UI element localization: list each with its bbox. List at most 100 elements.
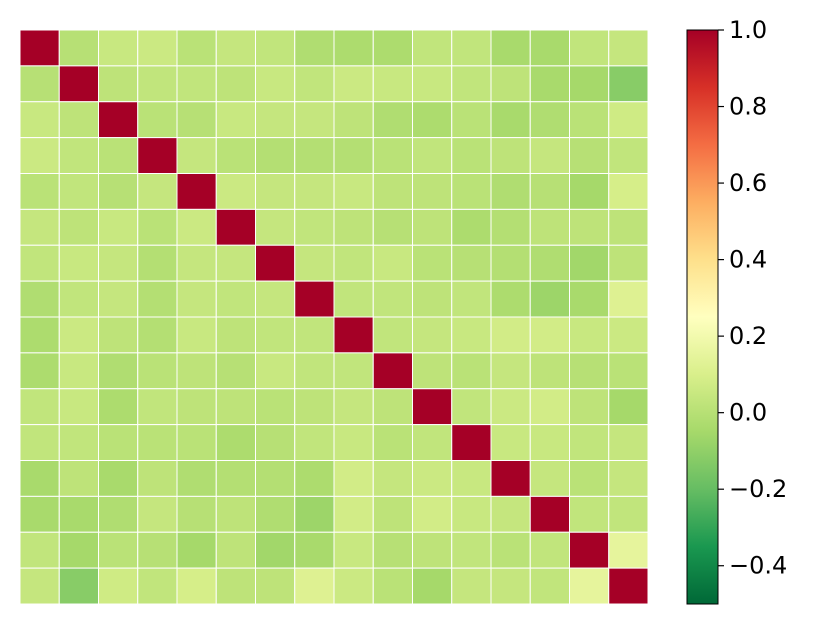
heatmap-cell-r5-c11 [451,208,492,246]
heatmap-cell-r2-c0 [19,101,60,139]
heatmap-cell-r10-c4 [176,388,217,426]
heatmap-cell-r12-c14 [569,460,610,497]
heatmap-cell-r5-c3 [137,208,178,246]
heatmap-cell-r10-c5 [215,388,256,426]
heatmap-cell-r3-c15 [608,137,649,175]
heatmap-cell-r3-c12 [490,137,531,175]
heatmap-cell-r4-c1 [58,173,99,210]
heatmap-cell-r6-c7 [294,244,335,282]
heatmap-cell-r3-c4 [176,137,217,175]
colorbar-tick-label: −0.4 [729,552,787,580]
heatmap-cell-r2-c4 [176,101,217,139]
heatmap-cell-r8-c13 [529,316,570,354]
heatmap-cell-r14-c8 [333,531,374,569]
heatmap-cell-r9-c10 [412,352,453,390]
heatmap-cell-r2-c8 [333,101,374,139]
heatmap-cell-r10-c14 [569,388,610,426]
heatmap-cell-r6-c11 [451,244,492,282]
heatmap-cell-r1-c12 [490,65,531,103]
heatmap-cell-r2-c9 [372,101,413,139]
heatmap-cell-r13-c1 [58,495,99,533]
heatmap-cell-r2-c14 [569,101,610,139]
colorbar-tick-label: 0.8 [729,93,767,121]
heatmap-cell-r10-c7 [294,388,335,426]
heatmap-cell-r8-c14 [569,316,610,354]
heatmap-cell-r4-c15 [608,173,649,210]
heatmap-cell-r3-c3 [137,137,178,175]
heatmap-cell-r7-c12 [490,280,531,318]
heatmap-cell-r14-c12 [490,531,531,569]
heatmap-cell-r3-c0 [19,137,60,175]
heatmap-cell-r3-c9 [372,137,413,175]
heatmap-cell-r3-c13 [529,137,570,175]
heatmap-cell-r9-c8 [333,352,374,390]
heatmap-cell-r4-c12 [490,173,531,210]
heatmap-cell-r8-c4 [176,316,217,354]
heatmap-cell-r1-c2 [98,65,139,103]
heatmap-cell-r15-c0 [19,567,60,605]
heatmap-cell-r3-c2 [98,137,139,175]
heatmap-cell-r10-c3 [137,388,178,426]
heatmap-cell-r9-c6 [255,352,296,390]
heatmap-cell-r0-c1 [58,29,99,67]
heatmap-cell-r6-c15 [608,244,649,282]
heatmap-cell-r12-c5 [215,460,256,497]
heatmap-cell-r3-c10 [412,137,453,175]
heatmap-cell-r12-c3 [137,460,178,497]
heatmap-cell-r9-c12 [490,352,531,390]
heatmap-cell-r7-c6 [255,280,296,318]
heatmap-cell-r10-c13 [529,388,570,426]
heatmap-cells [19,29,649,605]
heatmap-cell-r13-c0 [19,495,60,533]
heatmap-cell-r9-c7 [294,352,335,390]
heatmap-cell-r10-c6 [255,388,296,426]
colorbar-tick-label: 0.0 [729,399,767,427]
heatmap-cell-r5-c6 [255,208,296,246]
heatmap-cell-r7-c1 [58,280,99,318]
colorbar-tick-label: 0.6 [729,169,767,197]
heatmap-cell-r5-c12 [490,208,531,246]
heatmap-cell-r0-c0 [19,29,60,67]
heatmap-cell-r7-c7 [294,280,335,318]
heatmap-cell-r1-c10 [412,65,453,103]
heatmap-cell-r11-c8 [333,424,374,462]
heatmap-cell-r12-c8 [333,460,374,497]
heatmap-cell-r1-c7 [294,65,335,103]
heatmap-cell-r7-c8 [333,280,374,318]
heatmap-cell-r14-c1 [58,531,99,569]
heatmap-cell-r1-c3 [137,65,178,103]
heatmap-cell-r4-c9 [372,173,413,210]
heatmap-cell-r15-c8 [333,567,374,605]
heatmap-cell-r7-c15 [608,280,649,318]
heatmap-cell-r10-c1 [58,388,99,426]
heatmap-cell-r0-c9 [372,29,413,67]
heatmap-cell-r6-c3 [137,244,178,282]
heatmap-cell-r1-c13 [529,65,570,103]
heatmap-cell-r6-c6 [255,244,296,282]
heatmap-cell-r13-c6 [255,495,296,533]
heatmap-cell-r0-c6 [255,29,296,67]
heatmap-cell-r2-c10 [412,101,453,139]
heatmap-cell-r8-c8 [333,316,374,354]
heatmap-cell-r7-c4 [176,280,217,318]
heatmap-cell-r10-c12 [490,388,531,426]
heatmap-cell-r9-c4 [176,352,217,390]
heatmap-cell-r13-c15 [608,495,649,533]
heatmap-cell-r6-c9 [372,244,413,282]
heatmap-cell-r0-c4 [176,29,217,67]
heatmap-cell-r13-c10 [412,495,453,533]
heatmap-cell-r5-c13 [529,208,570,246]
heatmap-cell-r8-c0 [19,316,60,354]
heatmap-cell-r11-c6 [255,424,296,462]
heatmap-cell-r14-c4 [176,531,217,569]
heatmap-cell-r5-c15 [608,208,649,246]
colorbar-tick-label: 0.4 [729,246,767,274]
heatmap-cell-r14-c0 [19,531,60,569]
heatmap-cell-r13-c12 [490,495,531,533]
heatmap-cell-r6-c4 [176,244,217,282]
heatmap-cell-r15-c13 [529,567,570,605]
heatmap-cell-r13-c14 [569,495,610,533]
heatmap-cell-r15-c15 [608,567,649,605]
heatmap-cell-r1-c11 [451,65,492,103]
